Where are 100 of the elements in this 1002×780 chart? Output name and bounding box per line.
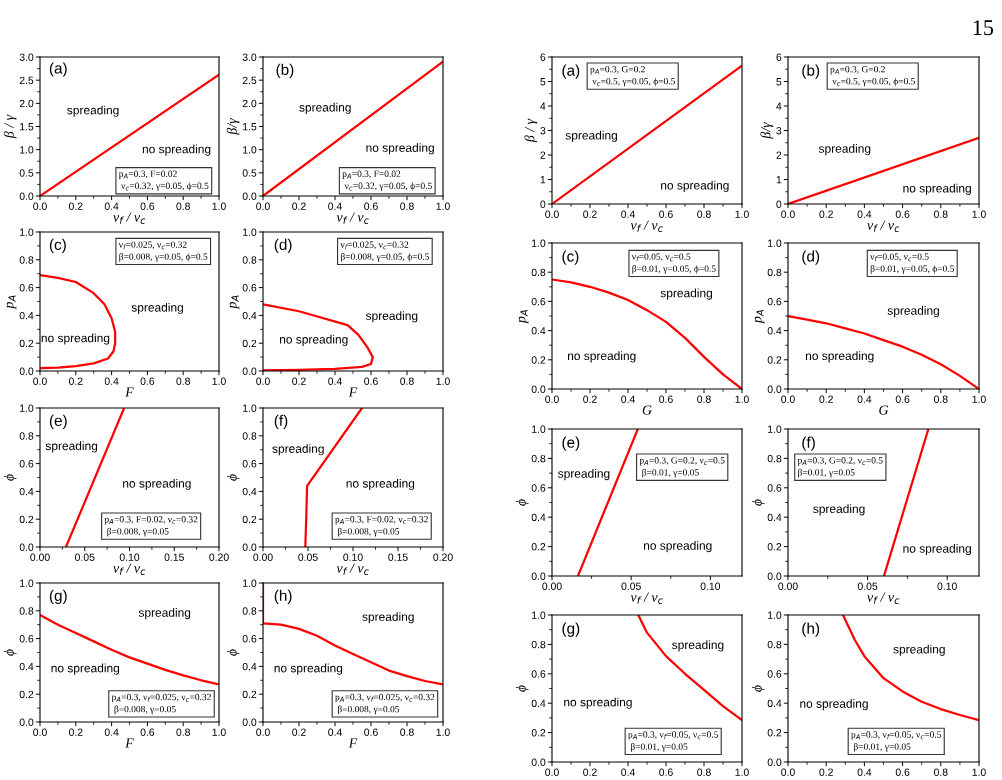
x-tick-label: 0.4 [621,768,635,776]
y-tick-label: 2.5 [242,76,257,85]
annotation: spreading [558,469,610,481]
x-tick-label: 0.2 [68,728,83,736]
y-tick-label: 1.0 [243,228,257,236]
x-tick-label: 0.6 [895,210,910,218]
annotation: spreading [813,504,865,516]
y-tick-label: 0.8 [767,640,782,649]
y-tick-label: 0.4 [242,311,257,320]
x-axis-title: ν$_{f}$/ ν$_{c}$ [113,212,146,224]
y-tick-label: 0.8 [767,268,782,277]
y-tick-label: 0.8 [19,607,34,615]
x-tick-label: 0.4 [857,210,872,218]
x-tick-label: 0.0 [33,377,47,385]
line-series [637,615,742,722]
y-axis-title: β / γ [3,114,17,139]
annotation: (f) [802,436,815,451]
annotation: (b) [802,64,820,79]
y-tick-label: 0.5 [242,169,257,177]
y-tick-label: 0.6 [19,460,34,468]
y-tick-label: 0.6 [242,635,257,643]
annotation: p$_{A}$=0.3, F=0.02 ν$_{c}$=0.32, γ=0.05, ϕ=0.5 [342,170,432,191]
x-tick-label: 0.2 [819,210,833,218]
x-tick-label: 1.0 [212,377,226,385]
y-tick-label: 0.6 [767,670,782,678]
x-tick-label: 0.6 [364,202,378,210]
x-tick-label: 0.4 [328,728,342,736]
y-tick-label: 1.0 [20,146,34,154]
x-tick-label: 0.0 [781,395,795,403]
y-tick-label: 1.0 [532,239,546,247]
y-axis-title: β/γ [760,122,774,139]
y-tick-label: 0 [776,200,782,208]
annotation: no spreading [123,478,191,491]
annotation: no spreading [51,663,120,675]
text: p$_{A}$=0.3, ν$_{f}$=0.025, ν$_{c}$=0.32 β=0.008, γ=0.05 [335,693,435,715]
y-tick-label: 0.2 [19,690,34,699]
x-tick-label: 0.0 [545,395,559,403]
y-tick-label: 2.0 [19,99,34,108]
x-tick-label: 0.10 [937,582,957,590]
y-tick-label: 0.4 [242,662,257,671]
y-tick-label: 0.0 [242,543,257,551]
y-tick-label: 1 [540,176,546,184]
annotation: no spreading [903,543,971,556]
x-tick-label: 0.2 [68,377,83,385]
y-tick-label: 0.8 [242,432,257,440]
y-axis-title: p$_{A}$ [229,295,240,310]
annotation: spreading [138,608,191,620]
y-tick-label: 0.6 [19,635,34,643]
x-tick-label: 0.2 [819,768,833,776]
y-tick-label: 1.0 [768,611,782,619]
y-tick-label: 1.0 [768,425,782,433]
x-tick-label: 0.00 [30,553,50,561]
y-tick-label: 0 [540,200,546,208]
x-tick-label: 0.6 [140,202,155,210]
x-tick-label: 0.4 [857,395,872,403]
y-tick-label: 0.8 [242,607,257,615]
y-tick-label: 0.4 [767,513,782,522]
y-tick-label: 1.0 [243,404,257,412]
x-tick-label: 0.6 [140,377,155,385]
annotation: no spreading [279,334,348,346]
x-tick-label: 0.10 [343,553,363,561]
y-tick-label: 0.0 [242,367,257,375]
y-tick-label: 0.6 [242,284,257,292]
x-axis-title: ν$_{f}$/ ν$_{c}$ [867,592,900,604]
y-tick-label: 5 [540,78,546,86]
y-tick-label: 3 [540,127,546,135]
x-tick-label: 1.0 [436,377,450,385]
y-tick-label: 1.0 [532,611,546,619]
y-tick-label: 2.0 [242,99,257,108]
x-axis-title: ν$_{f}$/ ν$_{c}$ [113,563,146,575]
y-tick-label: 1.0 [243,146,257,154]
y-tick-label: 0.4 [767,699,782,708]
y-tick-label: 0.8 [19,256,34,264]
x-tick-label: 0.0 [256,202,270,210]
y-axis-title: β / γ [524,118,538,143]
x-tick-label: 0.8 [697,768,711,776]
annotation: ν$_{f}$=0.05, ν$_{c}$=0.5 β=0.01, γ=0.05, ϕ=0.5 [631,253,716,274]
x-axis-title: G [879,405,889,415]
x-tick-label: 0.2 [583,768,597,776]
x-tick-label: 0.05 [857,582,878,590]
annotation: no spreading [564,697,632,709]
x-tick-label: 0.6 [140,728,155,736]
y-tick-label: 0.4 [531,699,546,708]
y-tick-label: 0.0 [19,718,34,726]
x-tick-label: 0.00 [253,553,273,561]
x-tick-label: 1.0 [436,728,450,736]
y-axis-title: β/γ [226,118,240,135]
annotation: ν$_{f}$=0.025, ν$_{c}$=0.32 β=0.008, γ=0.05, ϕ=0.5 [340,241,429,262]
y-tick-label: 0.0 [242,718,257,726]
y-tick-label: 0.0 [19,543,34,551]
y-tick-label: 1.0 [20,404,34,412]
y-tick-label: 3 [776,127,782,135]
x-axis-title: ν$_{f}$/ ν$_{c}$ [630,592,663,604]
x-tick-label: 0.10 [119,553,140,561]
annotation: no spreading [41,333,110,345]
y-tick-label: 0.4 [19,662,34,671]
y-tick-label: 4 [776,102,782,110]
y-tick-label: 0.2 [767,543,782,551]
y-tick-label: 0.0 [531,572,546,580]
y-axis-title: ϕ [3,474,17,481]
